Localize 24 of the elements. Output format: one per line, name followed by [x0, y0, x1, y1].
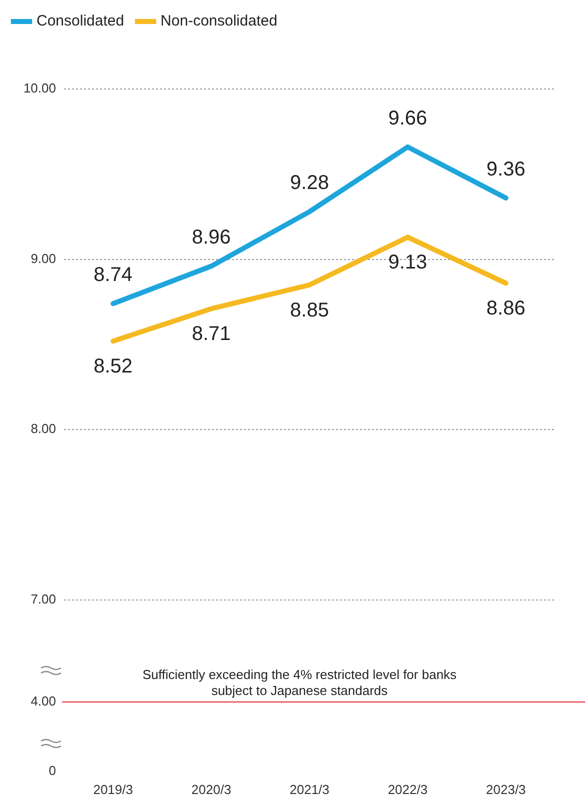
y-tick-label: 9.00	[30, 250, 56, 266]
x-tick-label: 2019/3	[93, 782, 133, 797]
x-tick-label: 2022/3	[388, 782, 428, 797]
ref-line-label: Sufficiently exceeding the 4% restricted level for banks subject to Japanese standards	[142, 667, 458, 698]
data-label: 8.86	[486, 298, 526, 320]
data-label: 8.96	[192, 226, 231, 249]
x-tick-label: 2023/3	[486, 782, 526, 797]
data-label: 8.74	[94, 264, 133, 286]
legend-label: Non-consolidated	[160, 12, 278, 30]
y-tick-label: 4.00	[30, 694, 56, 709]
y-tick-label: 7.00	[30, 592, 56, 607]
data-label: 9.13	[388, 252, 428, 274]
data-label: 8.71	[192, 323, 231, 346]
y-tick-label: 0	[48, 762, 56, 778]
y-tick-label: 8.00	[30, 421, 56, 436]
data-label: 8.85	[290, 299, 329, 322]
x-tick-label: 2020/3	[191, 782, 232, 797]
data-label: 8.52	[94, 356, 133, 378]
data-label: 9.66	[388, 107, 428, 130]
legend-label: Consolidated	[36, 12, 124, 30]
data-label: 9.28	[290, 172, 329, 194]
x-tick-label: 2021/3	[290, 782, 330, 797]
data-label: 9.36	[486, 158, 526, 181]
y-tick-label: 10.00	[23, 80, 56, 96]
